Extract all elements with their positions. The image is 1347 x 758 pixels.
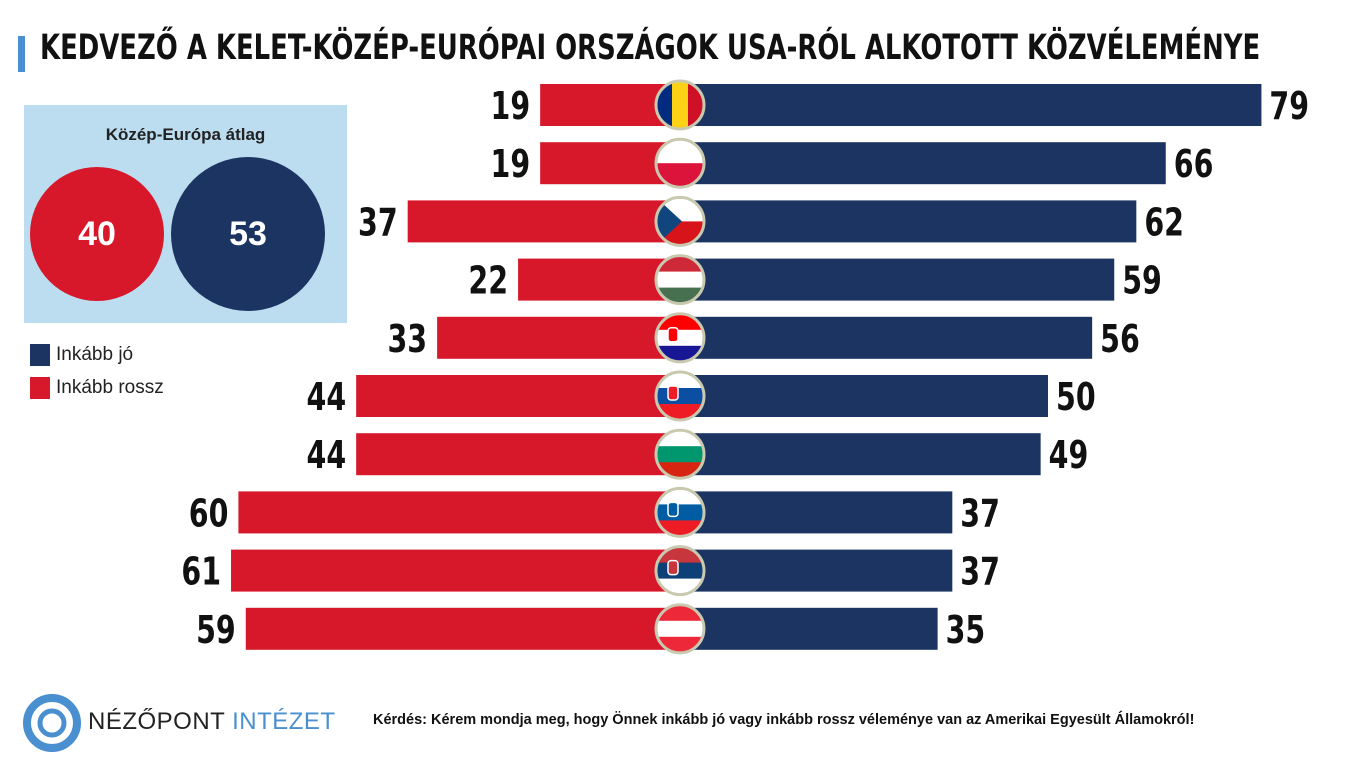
bar-good (680, 258, 1115, 301)
label-bad: 61 (181, 550, 221, 594)
label-good: 66 (1174, 142, 1214, 186)
bar-good (680, 200, 1137, 243)
bar-good (680, 607, 938, 650)
bar-bad (231, 549, 681, 592)
bar-good (680, 142, 1166, 185)
flag-slovakia-icon (654, 370, 706, 422)
average-bad-circle: 40 (30, 167, 164, 301)
label-good: 56 (1100, 317, 1140, 361)
bar-good (680, 433, 1041, 476)
flag-romania-icon (654, 79, 706, 131)
flag-bulgaria-icon (654, 428, 706, 480)
label-good: 50 (1056, 375, 1096, 419)
bar-good (680, 316, 1093, 359)
legend-item-bad: Inkább rossz (30, 377, 164, 399)
label-bad: 19 (491, 84, 531, 128)
legend-swatch (30, 377, 50, 399)
nezopont-logo-icon (23, 694, 81, 752)
label-good: 62 (1144, 200, 1184, 244)
bar-bad (356, 433, 680, 476)
brand-part: NÉZŐPONT (88, 708, 225, 735)
bar-good (680, 84, 1262, 126)
flag-croatia-icon (654, 312, 706, 364)
label-bad: 22 (468, 259, 508, 303)
bar-bad (356, 375, 680, 417)
label-bad: 44 (307, 375, 347, 419)
label-bad: 33 (387, 317, 427, 361)
flag-slovenia-icon (654, 486, 706, 538)
flag-poland-icon (654, 137, 706, 189)
label-good: 37 (960, 550, 1000, 594)
label-bad: 19 (491, 142, 531, 186)
label-bad: 44 (307, 433, 347, 477)
bar-bad (437, 316, 680, 359)
label-bad: 37 (358, 200, 398, 244)
bar-bad (245, 607, 680, 650)
average-good-circle: 53 (171, 157, 325, 311)
label-good: 49 (1049, 433, 1089, 477)
flag-austria-icon (654, 603, 706, 655)
chart-title: KEDVEZŐ A KELET-KÖZÉP-EURÓPAI ORSZÁGOK U… (40, 28, 1261, 68)
average-title: Közép-Európa átlag (105, 125, 266, 144)
label-bad: 60 (189, 491, 229, 535)
title-accent-bar (18, 36, 25, 72)
bar-good (680, 375, 1048, 417)
label-good: 79 (1269, 84, 1309, 128)
average-box: Közép-Európa átlag 40 53 (24, 105, 347, 323)
flag-serbia-icon (654, 545, 706, 597)
brand-name: NÉZŐPONT INTÉZET (88, 708, 336, 736)
survey-question: Kérdés: Kérem mondja meg, hogy Önnek ink… (373, 712, 1195, 728)
legend-swatch (30, 344, 50, 366)
label-good: 37 (960, 491, 1000, 535)
bar-chart: 19 79 19 66 37 62 22 59 33 56 44 50 44 49 60 37 61 37 59 35 (181, 79, 1309, 655)
bar-good (680, 491, 953, 534)
brand-part: INTÉZET (232, 708, 336, 735)
legend-item-good: Inkább jó (30, 344, 133, 366)
legend-label: Inkább jó (56, 344, 134, 365)
label-good: 59 (1122, 259, 1162, 303)
bar-good (680, 549, 953, 592)
flag-hungary-icon (654, 254, 706, 306)
bar-bad (238, 491, 680, 534)
legend-label: Inkább rossz (56, 377, 164, 398)
bar-bad (518, 258, 680, 301)
bar-bad (407, 200, 680, 243)
label-bad: 59 (196, 608, 236, 652)
flag-czech-republic-icon (654, 195, 706, 247)
label-good: 35 (946, 608, 986, 652)
